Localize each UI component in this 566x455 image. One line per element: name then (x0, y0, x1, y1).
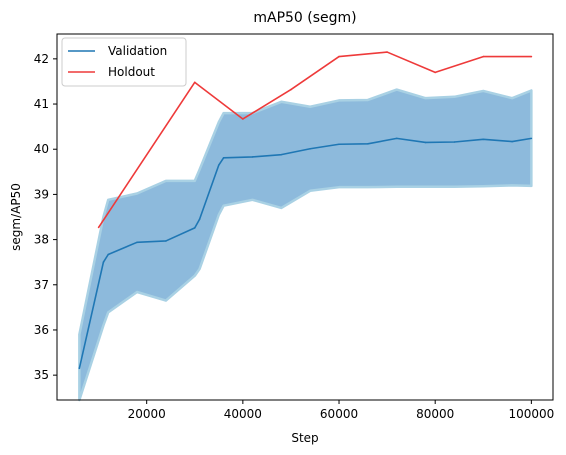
holdout-point (242, 118, 244, 120)
legend-label-validation: Validation (108, 44, 167, 58)
validation-point (395, 137, 398, 140)
y-tick-label: 35 (34, 368, 49, 382)
holdout-point (482, 55, 485, 58)
validation-point (280, 153, 283, 156)
validation-line (78, 137, 532, 369)
holdout-point (193, 81, 196, 84)
validation-point (367, 143, 369, 145)
y-tick-label: 42 (34, 52, 49, 66)
y-tick-label: 41 (34, 97, 49, 111)
y-tick-label: 40 (34, 142, 49, 156)
validation-point (453, 141, 456, 143)
legend: Validation Holdout (61, 37, 187, 87)
validation-point (251, 156, 254, 158)
holdout-point (97, 226, 100, 229)
x-tick-label: 60000 (320, 407, 358, 421)
validation-band (78, 88, 533, 402)
y-tick-label: 39 (34, 187, 49, 201)
validation-point (424, 141, 427, 144)
validation-point (530, 137, 533, 140)
validation-point (107, 253, 110, 256)
legend-label-holdout: Holdout (108, 65, 155, 79)
plot-frame (56, 33, 554, 401)
holdout-point (290, 88, 292, 91)
holdout-point (338, 55, 340, 58)
validation-point (198, 218, 201, 221)
y-tick-label: 38 (34, 233, 49, 247)
y-tick-label: 36 (34, 323, 49, 337)
validation-point (218, 164, 220, 166)
validation-point (511, 140, 513, 143)
validation-point (136, 241, 138, 244)
validation-point (193, 227, 196, 229)
validation-point (482, 138, 485, 141)
x-tick-label: 80000 (416, 407, 454, 421)
holdout-point (386, 51, 388, 53)
legend-box (61, 37, 187, 87)
validation-point (102, 261, 105, 263)
y-tick-label: 37 (34, 278, 49, 292)
validation-point (78, 367, 81, 370)
y-axis-label: segm/AP50 (9, 183, 23, 251)
x-axis-label: Step (291, 431, 318, 445)
holdout-point (530, 55, 533, 58)
validation-point (222, 157, 225, 159)
validation-point (338, 143, 340, 146)
holdout-point (434, 71, 436, 74)
validation-point (309, 147, 311, 150)
x-tick-label: 20000 (128, 407, 166, 421)
x-tick-label: 100000 (508, 407, 554, 421)
validation-point (165, 240, 167, 242)
chart-title: mAP50 (segm) (253, 10, 356, 26)
x-tick-label: 40000 (224, 407, 262, 421)
